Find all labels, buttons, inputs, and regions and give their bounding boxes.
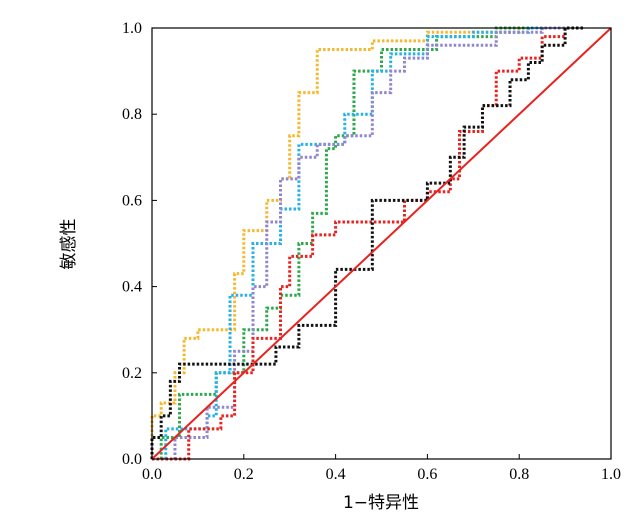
x-tick-label: 0.4: [326, 466, 346, 483]
y-axis-ticks: 0.0 0.2 0.4 0.6 0.8 1.0: [122, 20, 157, 468]
y-tick-label: 1.0: [122, 20, 142, 37]
x-tick-label: 0.2: [234, 466, 254, 483]
plot-frame: [151, 27, 612, 460]
y-tick-label: 0.2: [122, 365, 142, 382]
x-axis-ticks: 0.0 0.2 0.4 0.6 0.8 1.0: [142, 454, 621, 483]
x-tick-label: 0.6: [417, 466, 437, 483]
y-tick-label: 0.4: [122, 279, 142, 296]
roc-series-1-line: [150, 26, 566, 459]
roc-series-2-line: [152, 26, 566, 461]
roc-series-4-line: [152, 26, 566, 461]
reference-diagonal-line: [151, 27, 612, 460]
x-tick-label: 0.8: [509, 466, 529, 483]
x-tick-label: 1.0: [601, 466, 621, 483]
y-tick-label: 0.0: [122, 451, 142, 468]
roc-series-5-line: [152, 26, 584, 461]
x-axis-title: 1−特异性: [343, 493, 419, 513]
roc-series-6-line: [150, 26, 584, 459]
x-tick-label: 0.0: [142, 466, 162, 483]
series-layer: [150, 26, 584, 461]
y-axis-title: 敏感性: [59, 219, 79, 270]
y-tick-label: 0.6: [122, 192, 142, 209]
y-tick-label: 0.8: [122, 106, 142, 123]
